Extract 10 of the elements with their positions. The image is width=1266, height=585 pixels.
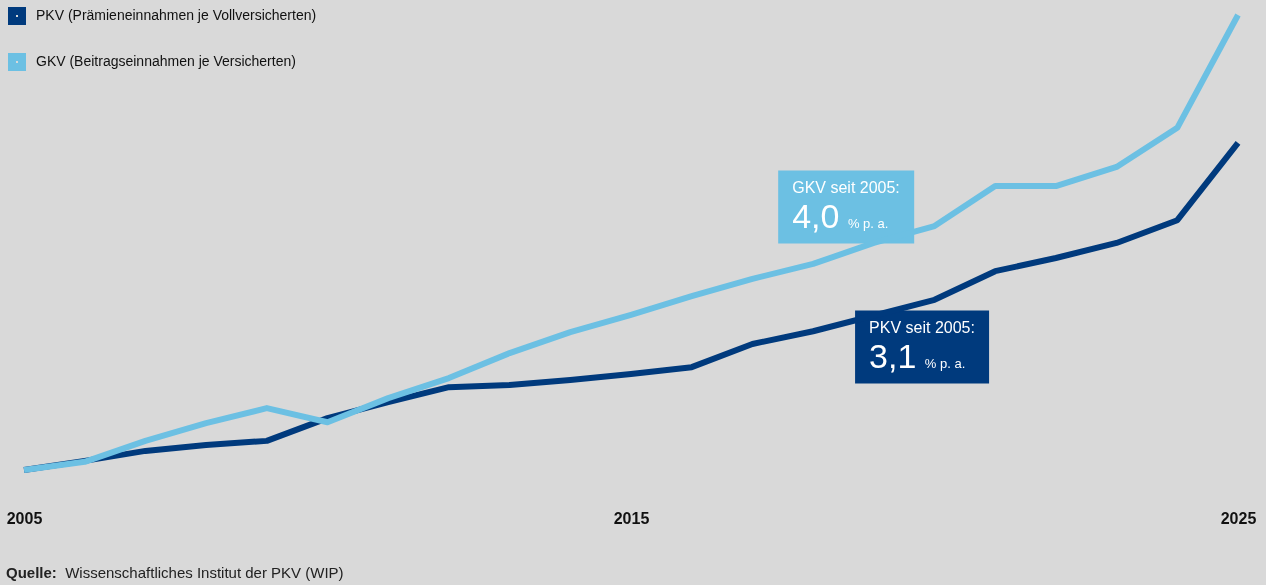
legend-label: PKV (Prämieneinnahmen je Vollversicherten)	[36, 7, 317, 23]
annotation: GKV seit 2005: 4,0 % p. a.	[792, 178, 900, 235]
x-tick-label: 2025	[1220, 509, 1257, 527]
callout-box: PKV seit 2005: 3,1 % p. a.	[855, 310, 989, 384]
x-tick-label: 2005	[6, 509, 43, 527]
x-tick-label: 2015	[613, 509, 650, 527]
source-note: Quelle: Wissenschaftliches Institut der PKV (WIP)	[6, 564, 344, 581]
annotation: PKV seit 2005: 3,1 % p. a.	[869, 318, 975, 375]
callout-box: GKV seit 2005: 4,0 % p. a.	[778, 170, 914, 244]
legend-label: GKV (Beitragseinnahmen je Versicherten)	[36, 53, 296, 69]
